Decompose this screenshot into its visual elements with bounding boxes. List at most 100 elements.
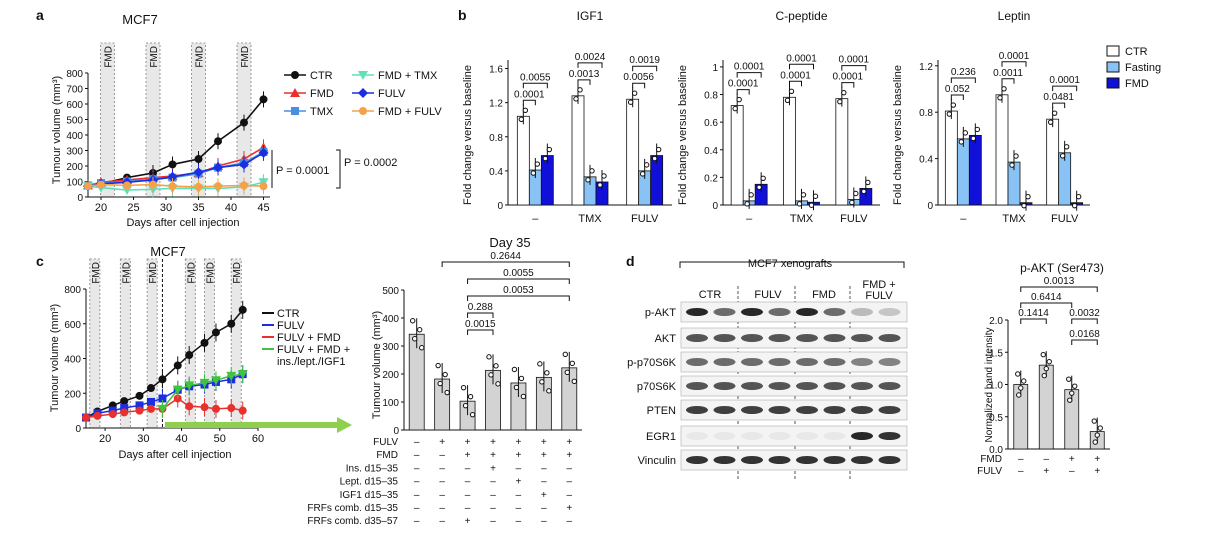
table-row-label: IGF1 d15–35 xyxy=(340,490,399,501)
p-bracket xyxy=(577,62,603,68)
table-mark: – xyxy=(1069,466,1075,477)
dot xyxy=(520,393,527,400)
blot-band-vinculin xyxy=(823,456,846,464)
panel-a-ylabel: Tumour volume (mm³) xyxy=(51,76,63,184)
table-mark: + xyxy=(1043,466,1049,477)
p-bracket xyxy=(1020,286,1098,292)
table-mark: – xyxy=(567,477,573,488)
dot xyxy=(1021,202,1027,209)
legend-marker xyxy=(358,71,368,80)
dot xyxy=(1001,86,1007,92)
blot-band-p70s6k xyxy=(823,382,846,390)
table-mark: – xyxy=(1018,454,1024,465)
dot xyxy=(1092,439,1098,445)
p-bracket xyxy=(522,99,536,106)
dot xyxy=(569,360,575,367)
dot xyxy=(841,89,847,96)
y-tick-label: 200 xyxy=(382,370,399,381)
blot-band-p70s6k xyxy=(851,382,873,390)
lane-label: FULV xyxy=(865,290,893,302)
table-mark: – xyxy=(516,503,522,514)
dot xyxy=(589,168,595,174)
data-point-fulv-fmd xyxy=(82,413,90,422)
chart-title: IGF1 xyxy=(577,9,604,23)
p-bracket xyxy=(736,72,762,78)
data-point-fulv xyxy=(167,171,178,182)
blot-band-p-akt xyxy=(796,308,818,316)
data-point-ctr xyxy=(146,384,155,393)
dot xyxy=(760,175,766,181)
y-tick-label: 800 xyxy=(64,285,81,296)
pakt-title: p-AKT (Ser473) xyxy=(1020,261,1104,275)
panel-a-series xyxy=(83,91,269,198)
table-mark: – xyxy=(1018,466,1024,477)
blot-band-p-akt xyxy=(686,308,708,316)
p-bracket-2 xyxy=(336,149,341,189)
table-mark: – xyxy=(541,477,547,488)
legend-label: FMD + FULV xyxy=(378,106,442,118)
dot xyxy=(1016,392,1022,398)
dot xyxy=(950,102,957,108)
y-tick-label: 0 xyxy=(75,424,81,435)
data-point-fulv-fmd-ins-lept-igf1 xyxy=(199,378,210,388)
legend-label: CTR xyxy=(310,70,333,82)
dot xyxy=(1021,378,1027,384)
chart-title: Leptin xyxy=(998,9,1031,23)
table-mark: – xyxy=(490,477,496,488)
x-tick-label: 40 xyxy=(175,433,187,445)
p-value: 0.6414 xyxy=(1031,292,1062,303)
x-tick-label: TMX xyxy=(1002,213,1026,225)
day35-ylabel: Tumour volume (mm³) xyxy=(371,311,383,419)
legend-marker xyxy=(359,107,367,115)
p-value: 0.0013 xyxy=(1044,276,1075,287)
fmd-band xyxy=(145,42,161,198)
table-mark: + xyxy=(541,490,547,501)
data-point-fmd-fulv xyxy=(123,181,131,190)
bar-ctr xyxy=(626,98,640,206)
blot-band-p-p70s6k xyxy=(741,358,763,366)
table-mark: – xyxy=(414,516,420,527)
blot-band-egr1 xyxy=(768,432,791,440)
table-mark: + xyxy=(465,437,471,448)
y-tick-label: 0.8 xyxy=(489,133,503,144)
panel-c-series xyxy=(82,300,248,422)
legend-swatch xyxy=(1106,61,1120,73)
blot-band-p-akt xyxy=(768,308,791,316)
x-tick-label: 30 xyxy=(137,433,149,445)
panel-a-xlabel: Days after cell injection xyxy=(126,217,239,229)
y-tick-label: 0.4 xyxy=(919,155,933,166)
table-mark: – xyxy=(567,516,573,527)
table-mark: + xyxy=(516,437,522,448)
y-tick-label: 0.8 xyxy=(704,91,718,102)
blot-band-p-p70s6k xyxy=(878,358,901,366)
p-value: 0.0053 xyxy=(503,285,534,296)
p-bracket xyxy=(841,65,867,71)
data-point-fulv-fmd xyxy=(227,404,236,413)
p-value: 0.0001 xyxy=(786,53,817,64)
table-mark: + xyxy=(490,437,496,448)
dot xyxy=(534,161,541,167)
dot xyxy=(1051,110,1058,116)
table-mark: + xyxy=(439,437,445,448)
x-tick-label: 50 xyxy=(214,433,226,445)
day35-treatment-table: FULV – + + + + + + FMD – – + + + + + Ins. d15–35 – – – + – – – L… xyxy=(307,437,572,527)
y-tick-label: 700 xyxy=(66,85,83,96)
panel-c-label: c xyxy=(36,253,44,269)
table-mark: – xyxy=(516,463,522,474)
data-point-fulv xyxy=(158,394,167,403)
legend-label: FMD + TMX xyxy=(378,70,438,82)
p-value: 0.0015 xyxy=(465,319,496,330)
p-bracket xyxy=(1001,78,1015,84)
dot xyxy=(537,361,543,367)
legend-label: CTR xyxy=(1125,46,1148,58)
blot-band-pten xyxy=(823,406,846,414)
blot-band-akt xyxy=(823,334,846,342)
y-tick-label: 0.2 xyxy=(704,173,718,184)
legend-marker xyxy=(291,107,299,115)
y-tick-label: 0.0 xyxy=(989,445,1003,456)
fmd-cycle-bands-c: FMD FMD FMD FMD FMD FMD xyxy=(89,258,243,429)
dot xyxy=(796,201,803,207)
table-mark: – xyxy=(439,490,445,501)
dot xyxy=(970,135,977,142)
